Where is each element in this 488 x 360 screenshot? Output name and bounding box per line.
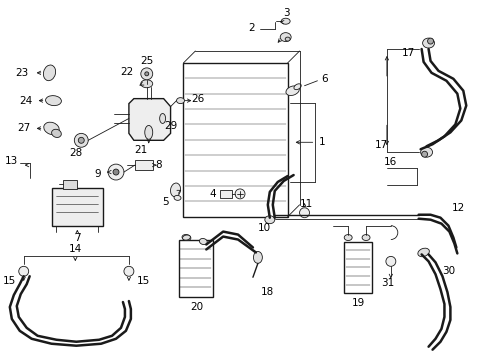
Circle shape xyxy=(427,38,433,44)
Ellipse shape xyxy=(280,33,290,41)
Circle shape xyxy=(144,72,148,76)
Ellipse shape xyxy=(422,38,434,48)
Bar xyxy=(178,239,213,297)
Ellipse shape xyxy=(182,234,190,240)
Ellipse shape xyxy=(285,37,289,41)
Ellipse shape xyxy=(293,84,301,90)
Ellipse shape xyxy=(361,235,369,240)
Text: 10: 10 xyxy=(258,222,271,233)
Ellipse shape xyxy=(281,18,289,24)
Text: 7: 7 xyxy=(74,233,81,243)
Text: 30: 30 xyxy=(441,266,454,276)
Text: 19: 19 xyxy=(351,298,364,308)
Bar xyxy=(135,160,152,170)
Text: 17: 17 xyxy=(373,140,387,150)
Text: 26: 26 xyxy=(191,94,204,104)
Text: 17: 17 xyxy=(401,48,414,58)
Ellipse shape xyxy=(420,147,432,157)
Text: 2: 2 xyxy=(248,23,255,33)
Bar xyxy=(183,63,287,217)
Circle shape xyxy=(123,266,134,276)
Ellipse shape xyxy=(52,129,61,138)
Ellipse shape xyxy=(264,216,274,224)
Text: 8: 8 xyxy=(155,160,162,170)
Text: 31: 31 xyxy=(381,278,394,288)
Text: 1: 1 xyxy=(319,137,325,147)
Text: 27: 27 xyxy=(17,123,30,134)
Circle shape xyxy=(113,169,119,175)
Circle shape xyxy=(235,189,244,199)
Bar xyxy=(220,190,232,198)
Ellipse shape xyxy=(160,113,165,123)
Text: 5: 5 xyxy=(162,197,168,207)
Ellipse shape xyxy=(199,238,207,244)
Bar xyxy=(51,188,103,226)
Circle shape xyxy=(141,68,152,80)
Text: 21: 21 xyxy=(134,145,147,155)
Text: 14: 14 xyxy=(68,244,82,255)
Ellipse shape xyxy=(176,98,184,104)
Text: 22: 22 xyxy=(120,67,133,77)
Polygon shape xyxy=(129,99,170,140)
Text: 12: 12 xyxy=(451,203,464,213)
Text: 29: 29 xyxy=(163,121,177,131)
Ellipse shape xyxy=(141,80,152,88)
Text: 25: 25 xyxy=(140,56,153,66)
Text: 11: 11 xyxy=(299,199,312,209)
Ellipse shape xyxy=(170,183,180,197)
Circle shape xyxy=(421,151,427,157)
Text: 16: 16 xyxy=(384,157,397,167)
Ellipse shape xyxy=(43,65,56,81)
Ellipse shape xyxy=(417,248,428,257)
Ellipse shape xyxy=(144,125,152,139)
Ellipse shape xyxy=(344,235,351,240)
Text: 20: 20 xyxy=(189,302,203,312)
Ellipse shape xyxy=(174,195,181,201)
Circle shape xyxy=(19,266,29,276)
Circle shape xyxy=(299,208,309,218)
Text: 4: 4 xyxy=(208,189,215,199)
Ellipse shape xyxy=(45,96,61,105)
Ellipse shape xyxy=(285,86,299,95)
Text: 15: 15 xyxy=(137,276,150,286)
Circle shape xyxy=(385,256,395,266)
Text: 23: 23 xyxy=(15,68,28,78)
Text: 28: 28 xyxy=(70,148,83,158)
Text: 3: 3 xyxy=(283,8,289,18)
Text: 9: 9 xyxy=(95,169,101,179)
Text: 18: 18 xyxy=(261,287,274,297)
Text: 6: 6 xyxy=(321,74,327,84)
Bar xyxy=(63,180,77,189)
Circle shape xyxy=(78,137,84,143)
Ellipse shape xyxy=(44,122,59,135)
Text: 24: 24 xyxy=(19,96,32,105)
Ellipse shape xyxy=(253,251,262,264)
Ellipse shape xyxy=(182,235,190,240)
Bar xyxy=(344,242,371,293)
Text: 13: 13 xyxy=(5,156,19,166)
Circle shape xyxy=(108,164,123,180)
Circle shape xyxy=(74,133,88,147)
Text: 15: 15 xyxy=(3,276,17,286)
